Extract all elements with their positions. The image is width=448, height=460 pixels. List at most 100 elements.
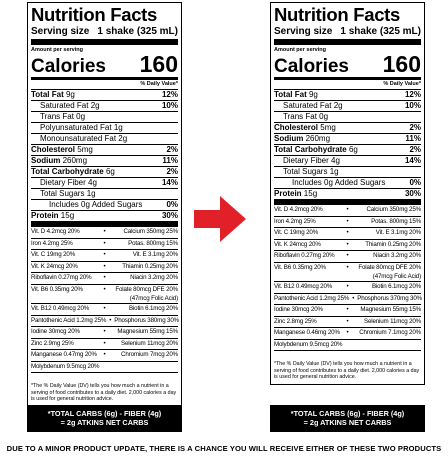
nutrient-name: Sodium [31, 156, 61, 165]
vitamin-row: Manganese 0.46mg 20% Chromium 7.1mcg 20% [274, 328, 421, 340]
vitamin-right: Chromium 7mcg 20% [121, 351, 178, 358]
vitamin-left: Zinc 2.8mg 25% [274, 317, 317, 325]
nutrient-dv: 12% [404, 90, 421, 99]
nutrient-name: Includes 0g Added Sugars [49, 200, 143, 209]
separator [344, 251, 352, 262]
footnote: *The % Daily Value (DV) tells you how mu… [274, 361, 420, 381]
vitamin-left: Zinc 2.9mg 25% [31, 339, 74, 347]
nutrient-row: Total Sugars 1g [274, 167, 421, 178]
net-carbs-box: *TOTAL CARBS (6g) - FIBER (4g) = 2g ATKIN… [27, 405, 182, 432]
nutrient-name: Saturated Fat [283, 101, 332, 110]
vitamin-row: Riboflavin 0.27mg 20% Niacin 3.2mg 20% [31, 273, 178, 285]
nutrient-dv: 10% [161, 101, 178, 110]
separator [344, 217, 352, 228]
nutrient-dv: 11% [405, 134, 421, 143]
nutrient-row: Includes 0g Added Sugars 0% [31, 200, 178, 211]
label-title: Nutrition Facts [274, 4, 401, 25]
vitamin-right: Selenium 11mcg 20% [120, 339, 178, 347]
nutrient-dv: 30% [161, 211, 178, 220]
vitamin-row: Vit. C 19mg 20% Vit. E 3.1mg 20% [31, 250, 178, 262]
calories-label: Calories [31, 56, 106, 77]
nutrient-text: Total Sugars 1g [283, 167, 339, 177]
nutrient-row: Protein 15g 30% [274, 189, 421, 205]
vitamin-left: Iron 4.2mg 25% [274, 217, 316, 225]
nutrient-name: Total Carbohydrate [274, 145, 347, 154]
serving-label: Serving size [274, 26, 333, 37]
nutrient-text: Protein 15g [31, 211, 74, 221]
separator [101, 250, 109, 261]
nutrient-dv: 30% [404, 189, 421, 198]
nutrient-row: Trans Fat 0g [31, 112, 178, 123]
nutrient-row: Total Fat 9g 12% [31, 90, 178, 101]
serving-value: 1 shake (325 mL) [340, 26, 421, 37]
vitamin-row: Vit. K 24mcg 20% Thiamin 0.25mg 20% [31, 262, 178, 273]
calories-value: 160 [139, 51, 178, 77]
nutrient-amount: 1g [329, 167, 339, 176]
nutrient-text: Trans Fat 0g [283, 112, 328, 122]
vitamin-row: Vit. B6 0.35mg 20% Folate 80mcg DFE 20% (4… [274, 263, 421, 282]
nutrient-dv: 11% [162, 156, 178, 165]
nutrient-amount: 0g [319, 112, 329, 121]
nutrient-row: Trans Fat 0g [274, 112, 421, 123]
nutrient-text: Total Carbohydrate 6g [274, 145, 358, 155]
vitamin-left: Vit. D 4.2mcg 20% [31, 228, 80, 235]
serving-label: Serving size [31, 26, 90, 37]
vitamin-right: Phosphorus 380mg 30% [114, 316, 179, 324]
nutrient-dv: 2% [409, 123, 421, 132]
nutrient-text: Protein 15g [274, 189, 317, 199]
nutrient-name: Includes 0g Added Sugars [292, 178, 386, 187]
nutrient-dv: 2% [409, 145, 421, 154]
nutrient-amount: 1g [113, 123, 123, 132]
nutrient-amount: 2g [333, 101, 343, 110]
nutrient-amount: 4g [88, 178, 97, 187]
nutrient-amount: 6g [348, 145, 358, 154]
nutrient-text: Total Sugars 1g [40, 189, 96, 199]
vitamin-right: Calcium 350mg 25% [366, 206, 421, 213]
nutrient-name: Total Sugars [283, 167, 328, 176]
separator [101, 327, 109, 338]
nutrient-dv: 2% [166, 145, 178, 154]
nutrient-name: Total Sugars [40, 189, 85, 198]
vitamin-right: Biotin 6.1mcg 20% [128, 305, 178, 312]
vitamin-right: Magnesium 55mg 15% [117, 328, 178, 335]
separator [344, 263, 352, 274]
nutrient-row: Protein 15g 30% [31, 211, 178, 227]
vitamin-row: Vit. B12 0.49mcg 20% Biotin 6.1mcg 20% [31, 304, 178, 316]
nutrient-text: Cholesterol 5mg [274, 123, 336, 133]
calories-value: 160 [382, 51, 421, 77]
nutrient-text: Total Fat 9g [274, 90, 318, 100]
separator [106, 316, 114, 327]
nutrient-name: Dietary Fiber [40, 178, 86, 187]
label-title: Nutrition Facts [31, 4, 158, 25]
nutrient-row: Total Fat 9g 12% [274, 90, 421, 101]
nutrient-row: Sodium 260mg 11% [274, 134, 421, 145]
vitamin-right: Potas. 800mg 15% [128, 239, 178, 247]
nutrient-dv: 0% [166, 200, 178, 209]
nutrient-name: Sodium [274, 134, 304, 143]
vitamin-left: Molybdenum 9.5mcg 20% [274, 340, 343, 348]
vitamin-right: Phosphorus 370mg 30% [357, 294, 422, 302]
nutrient-text: Includes 0g Added Sugars [49, 200, 142, 210]
vitamin-row: Molybdenum 9.5mcg 20% [31, 362, 178, 373]
nutrient-dv: 14% [161, 178, 178, 187]
separator [101, 239, 109, 250]
separator [344, 282, 352, 293]
nutrient-row: Total Carbohydrate 6g 2% [274, 145, 421, 156]
nutrient-text: Trans Fat 0g [40, 112, 85, 122]
nutrient-name: Monounsaturated Fat [40, 134, 117, 143]
nutrient-text: Dietary Fiber 4g [283, 156, 340, 166]
nutrient-row: Cholesterol 5mg 2% [274, 123, 421, 134]
separator [349, 294, 357, 305]
vitamin-note: (47mcg Folic Acid) [129, 295, 178, 302]
nutrient-text: Total Fat 9g [31, 90, 75, 100]
vitamin-row: Zinc 2.8mg 25% Selenium 11mcg 20% [274, 317, 421, 328]
vitamin-left: Vit. B12 0.49mcg 20% [274, 283, 333, 290]
vitamin-right: Folate 80mcg DFE 20% [115, 285, 178, 293]
vitamin-row: Zinc 2.9mg 25% Selenium 11mcg 20% [31, 339, 178, 350]
vitamin-row: Iron 4.2mg 25% Potas. 800mg 15% [274, 217, 421, 228]
vitamin-row: Pantothenic Acid 1.2mg 25% Phosphorus 370… [274, 294, 422, 305]
nutrient-dv: 14% [404, 156, 421, 165]
nutrient-text: Total Carbohydrate 6g [31, 167, 115, 177]
footnote: *The % Daily Value (DV) tells you how mu… [31, 383, 177, 403]
